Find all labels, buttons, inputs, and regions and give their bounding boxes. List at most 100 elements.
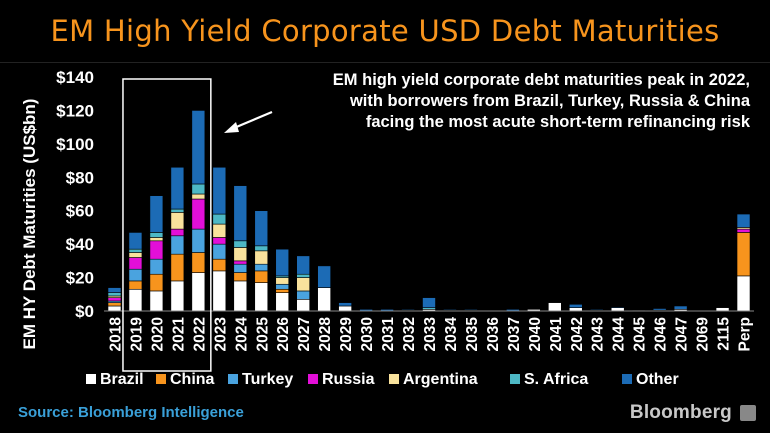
annotation-line-2: with borrowers from Brazil, Turkey, Russ… <box>349 92 750 110</box>
x-tick-label: 2046 <box>653 317 670 352</box>
bar-segment <box>149 240 164 260</box>
x-tick-label: Perp <box>737 317 754 351</box>
bar-segment <box>128 268 143 282</box>
bar-segment <box>107 297 122 302</box>
x-tick-label: 2028 <box>317 317 334 352</box>
bar-segment <box>254 263 269 272</box>
bar-segment <box>170 212 185 230</box>
bar-segment <box>610 306 625 308</box>
bar-segment <box>233 240 248 248</box>
legend-label: Brazil <box>100 371 144 388</box>
bar-segment <box>212 258 227 272</box>
bar-segment <box>170 280 185 312</box>
bar-segment <box>191 272 206 312</box>
x-tick-label: 2027 <box>296 317 313 351</box>
x-tick-label: 2037 <box>506 317 523 351</box>
bar-segment <box>275 292 290 312</box>
x-tick-label: 2029 <box>338 317 355 352</box>
bar-segment <box>296 273 310 278</box>
bar-segment <box>296 277 310 292</box>
legend-label: Turkey <box>242 371 293 388</box>
bar-segment <box>296 298 310 312</box>
bar-segment <box>107 287 122 293</box>
legend-swatch <box>510 374 520 384</box>
y-tick-label: $140 <box>56 68 94 87</box>
x-tick-label: 2018 <box>107 317 124 352</box>
x-tick-label: 2115 <box>716 317 733 351</box>
y-tick-label: $0 <box>75 302 94 321</box>
source-note: Source: Bloomberg Intelligence <box>18 404 244 421</box>
legend-label: Argentina <box>403 371 478 388</box>
bar-segment <box>212 237 227 245</box>
x-tick-label: 2040 <box>527 317 544 351</box>
y-tick-label: $60 <box>66 202 94 221</box>
bar-segment <box>443 309 457 311</box>
bar-segment <box>401 309 415 311</box>
bar-segment <box>254 282 269 312</box>
bar-segment <box>128 280 143 290</box>
bar-segment <box>191 198 206 230</box>
x-tick-label: 2034 <box>443 317 460 352</box>
bar-segment <box>191 193 206 200</box>
legend-swatch <box>622 374 632 384</box>
x-tick-label: 2035 <box>464 317 481 352</box>
x-tick-label: 2043 <box>590 317 607 352</box>
x-tick-label: 2022 <box>191 317 208 351</box>
x-tick-label: 2042 <box>569 317 586 351</box>
arrow-head <box>224 122 239 133</box>
bar-segment <box>107 292 122 297</box>
bar-segment <box>149 290 164 312</box>
bar-segment <box>170 235 185 255</box>
bar-segment <box>736 275 751 312</box>
bar-segment <box>233 263 248 273</box>
bar-segment <box>170 208 185 213</box>
x-tick-label: 2069 <box>695 317 712 352</box>
x-tick-label: 2020 <box>149 317 166 351</box>
bar-segment <box>275 288 290 293</box>
bar-segment <box>254 210 269 247</box>
brand-logo-text: Bloomberg <box>629 402 732 423</box>
legend-label: Russia <box>322 371 375 388</box>
legend-swatch <box>86 374 96 384</box>
x-tick-label: 2044 <box>611 317 628 352</box>
x-tick-label: 2021 <box>170 317 187 352</box>
bar-segment <box>736 228 751 233</box>
bar-segment <box>191 110 206 185</box>
bar-segment <box>673 305 688 310</box>
bar-segment <box>128 257 143 270</box>
bar-segment <box>254 250 269 265</box>
x-tick-label: 2019 <box>128 317 145 352</box>
annotation-line-1: EM high yield corporate debt maturities … <box>332 71 750 89</box>
y-tick-label: $20 <box>66 269 94 288</box>
x-tick-label: 2036 <box>485 317 502 352</box>
x-tick-label: 2031 <box>380 317 397 352</box>
terminal-icon <box>740 405 756 421</box>
bar-segment <box>589 309 604 311</box>
bar-segment <box>128 288 143 312</box>
page-title: EM High Yield Corporate USD Debt Maturit… <box>50 14 720 48</box>
bar-segment <box>610 307 625 312</box>
bar-segment <box>296 255 310 275</box>
legend-swatch <box>308 374 318 384</box>
x-tick-label: 2030 <box>359 317 376 351</box>
x-tick-label: 2026 <box>275 317 292 352</box>
bar-segment <box>107 302 122 307</box>
bar-segment <box>170 166 185 210</box>
bar-segment <box>191 228 206 253</box>
bar-segment <box>275 277 290 285</box>
bar-segment <box>296 290 310 300</box>
legend-label: Other <box>636 371 679 388</box>
bar-segment <box>191 252 206 273</box>
bar-segment <box>233 272 248 282</box>
y-tick-label: $100 <box>56 135 94 154</box>
legend-label: China <box>170 371 215 388</box>
bar-segment <box>212 270 227 312</box>
y-tick-label: $40 <box>66 235 94 254</box>
y-tick-label: $120 <box>56 101 94 120</box>
bar-segment <box>212 223 227 238</box>
bar-segment <box>338 302 352 307</box>
bar-segment <box>464 309 478 311</box>
bar-segment <box>233 280 248 312</box>
bar-segment <box>233 260 248 265</box>
